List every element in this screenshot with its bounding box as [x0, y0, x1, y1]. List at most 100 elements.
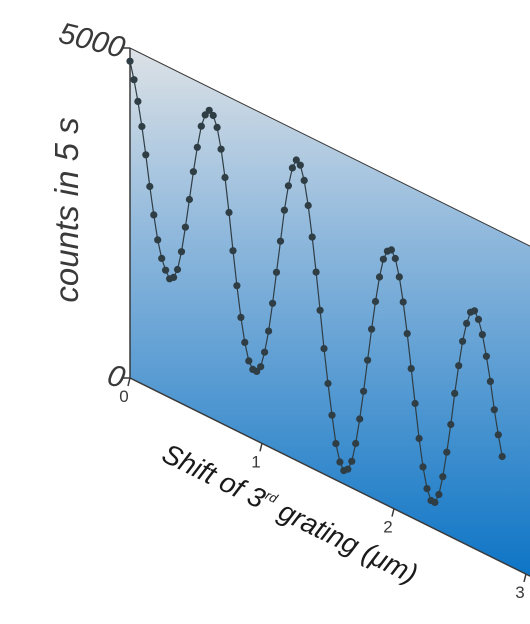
x-axis-label-main: Shift of 3 [157, 438, 270, 515]
data-point [348, 457, 356, 465]
y-axis-label: counts in 5 s [48, 117, 85, 302]
data-point [193, 143, 201, 151]
data-point [375, 273, 384, 281]
data-point [237, 313, 245, 321]
data-point [459, 337, 467, 345]
data-point [356, 415, 364, 423]
data-point [288, 164, 296, 172]
data-point [126, 57, 134, 65]
x-tick [523, 573, 527, 583]
data-point [217, 145, 225, 153]
data-point [443, 448, 451, 456]
data-point [181, 223, 189, 231]
data-point [478, 331, 486, 339]
data-point [185, 195, 193, 204]
data-point [130, 76, 138, 84]
data-point [371, 297, 380, 306]
data-point [352, 439, 360, 448]
panel-top-edge [129, 47, 530, 247]
data-point [344, 465, 352, 473]
data-point [308, 233, 316, 241]
data-point [158, 254, 166, 262]
data-point [209, 111, 217, 120]
data-point [197, 122, 205, 130]
data-point [205, 106, 213, 114]
data-point [233, 282, 241, 290]
x-tick [259, 443, 263, 452]
x-tick-label: 2 [383, 518, 392, 537]
data-point [265, 327, 273, 335]
data-point [360, 387, 368, 395]
data-point [419, 463, 427, 471]
data-point [435, 490, 443, 499]
data-point [463, 319, 471, 327]
data-point [482, 352, 490, 360]
data-point [189, 168, 197, 176]
data-point [138, 122, 146, 131]
data-point [455, 362, 463, 370]
data-point [391, 254, 399, 263]
data-point [292, 156, 300, 164]
data-point [304, 201, 312, 210]
data-point [229, 247, 237, 255]
data-point [253, 367, 261, 375]
data-point [245, 357, 253, 365]
data-point [439, 473, 447, 481]
data-point [336, 458, 344, 466]
data-point [280, 206, 288, 214]
data-point [316, 306, 324, 314]
data-point [225, 208, 233, 217]
data-point [162, 266, 170, 274]
x-tick [127, 377, 131, 387]
data-point [494, 431, 502, 439]
data-point [387, 246, 395, 254]
x-tick-label: 3 [515, 583, 524, 602]
data-point [395, 273, 403, 281]
data-point [134, 97, 142, 105]
data-point [261, 348, 269, 356]
data-point [415, 434, 423, 443]
data-point [170, 273, 178, 281]
data-point [411, 399, 419, 408]
data-point [296, 161, 304, 169]
plot-panel [130, 48, 530, 577]
data-point [364, 356, 372, 364]
data-point [213, 123, 221, 131]
data-point [146, 182, 154, 191]
x-axis [129, 377, 530, 577]
data-point [272, 268, 281, 276]
data-point [407, 365, 415, 373]
data-point [431, 498, 439, 506]
data-point [173, 265, 182, 274]
data-point [447, 420, 455, 429]
data-point [451, 389, 459, 397]
x-tick-label: 0 [119, 387, 128, 406]
data-point [276, 237, 285, 245]
data-point [284, 182, 292, 190]
data-point [490, 406, 498, 414]
y-tick-label: 5000 [56, 17, 129, 65]
data-point [154, 236, 162, 244]
data-point [498, 452, 506, 461]
data-point [312, 268, 320, 276]
data-point [142, 151, 150, 159]
data-point [300, 176, 308, 184]
data-point [423, 485, 431, 493]
data-point [332, 440, 340, 448]
x-tick [391, 508, 395, 517]
data-point [368, 325, 376, 333]
data-point [399, 298, 407, 306]
data-point [241, 338, 249, 346]
x-tick-label: 1 [251, 452, 260, 471]
data-point [486, 377, 494, 385]
data-point [221, 173, 229, 182]
data-point [150, 211, 158, 219]
data-point [324, 379, 332, 388]
data-point [328, 411, 336, 419]
data-point [269, 299, 277, 307]
data-point [470, 307, 479, 315]
data-point [320, 345, 328, 353]
data-point [177, 248, 186, 256]
data-point [257, 363, 265, 371]
